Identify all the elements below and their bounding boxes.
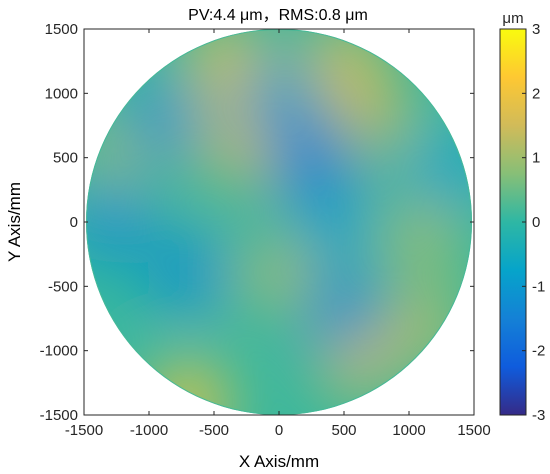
surface-feature-11: [122, 79, 202, 160]
surface-feature-15: [408, 130, 472, 211]
y-tick-label: 1000: [45, 85, 78, 102]
x-tick-label: 0: [275, 422, 283, 439]
chart-title: PV:4.4 μm，RMS:0.8 μm: [188, 7, 368, 24]
y-axis-ticks: -1500 -1000 -500 0 500 1000 1500: [40, 21, 474, 424]
colorbar-tick-label: -1: [532, 278, 545, 295]
colorbar-tick-label: 3: [532, 21, 540, 38]
y-tick-label: -500: [48, 278, 78, 295]
surface-feature-8: [239, 233, 319, 314]
surface-feature-17: [239, 59, 319, 140]
y-tick-label: 500: [53, 150, 78, 167]
colorbar-tick-label: 0: [532, 214, 540, 231]
x-tick-label: 1500: [457, 422, 490, 439]
x-tick-label: -500: [199, 422, 229, 439]
surface-feature-14: [304, 272, 384, 353]
colorbar-tick-label: 1: [532, 150, 540, 167]
x-tick-label: 500: [331, 422, 356, 439]
y-tick-label: -1000: [40, 343, 78, 360]
y-tick-label: 0: [70, 214, 78, 231]
x-tick-label: -1000: [130, 422, 168, 439]
surface-feature-12: [86, 182, 150, 262]
y-tick-label: -1500: [40, 407, 78, 424]
y-tick-label: 1500: [45, 21, 78, 38]
surface-feature-16: [291, 182, 371, 262]
y-axis-label: Y Axis/mm: [5, 182, 24, 262]
colorbar: [499, 28, 527, 416]
x-tick-label: -1500: [65, 422, 103, 439]
x-axis-label: X Axis/mm: [239, 452, 319, 471]
colorbar-ticks: -3 -2 -1 0 1 2 3: [522, 21, 545, 424]
surface-feature-9: [382, 284, 462, 365]
surface-feature-7: [382, 194, 462, 275]
colorbar-unit-label: μm: [502, 10, 523, 27]
surface-feature-3: [330, 72, 410, 153]
surface-feature-13: [148, 233, 228, 314]
colorbar-tick-label: 2: [532, 85, 540, 102]
x-axis-ticks: -1500 -1000 -500 0 500 1000 1500: [65, 29, 491, 439]
colorbar-tick-label: -3: [532, 407, 545, 424]
surface-map: [86, 29, 472, 415]
x-tick-label: 1000: [392, 422, 425, 439]
colorbar-tick-label: -2: [532, 343, 545, 360]
